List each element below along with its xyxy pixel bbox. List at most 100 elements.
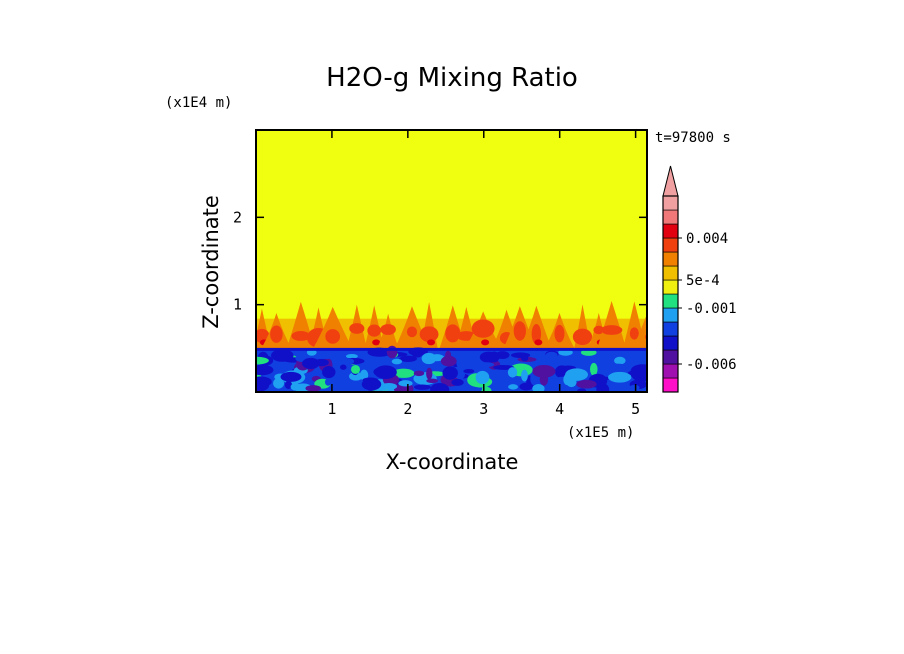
boundary-mark xyxy=(322,366,336,379)
colorbar-swatch xyxy=(662,237,679,253)
plume-hot-core xyxy=(372,339,381,346)
boundary-layer xyxy=(256,345,647,392)
plume-core xyxy=(256,328,270,343)
boundary-mark xyxy=(399,355,418,362)
x-tick-label: 1 xyxy=(327,400,336,418)
boundary-mark xyxy=(430,383,450,392)
plume-mark xyxy=(313,306,353,349)
plume-core xyxy=(572,328,593,345)
plume-core xyxy=(291,331,311,341)
boundary-mark xyxy=(607,363,628,372)
boundary-mark xyxy=(629,384,640,391)
boundary-mark xyxy=(412,352,423,358)
boundary-mark xyxy=(280,371,302,382)
plot-frame xyxy=(255,129,648,393)
boundary-mark xyxy=(630,364,647,378)
boundary-mark xyxy=(345,354,358,359)
colorbar-frame xyxy=(662,195,679,393)
boundary-mark xyxy=(442,366,458,380)
boundary-mark xyxy=(480,386,492,392)
boundary-mark xyxy=(270,349,294,362)
boundary-mark xyxy=(426,367,433,380)
boundary-mark xyxy=(284,380,293,390)
colorbar-label: 0.004 xyxy=(686,231,728,247)
colorbar-label: -0.006 xyxy=(686,357,737,373)
plume-core xyxy=(445,324,461,343)
boundary-mark xyxy=(451,378,464,386)
y-tick-label: 1 xyxy=(233,296,242,314)
plume-hot-core xyxy=(648,339,656,345)
x-axis: 1 2 3 4 5 xyxy=(327,130,640,418)
colorbar-label: 5e-4 xyxy=(686,273,720,289)
boundary-mark xyxy=(374,365,397,380)
boundary-mark xyxy=(380,382,398,390)
x-tick-label: 3 xyxy=(479,400,488,418)
plume-core xyxy=(471,319,495,338)
plume-core xyxy=(531,323,542,344)
time-label: t=97800 s xyxy=(655,130,731,146)
plume-core xyxy=(513,321,526,341)
boundary-mark xyxy=(391,358,403,365)
x-axis-label: X-coordinate xyxy=(386,450,519,474)
boundary-mark xyxy=(532,364,556,378)
boundary-mark xyxy=(350,364,361,374)
boundary-mark xyxy=(510,352,531,359)
boundary-mark xyxy=(493,364,515,370)
plume-core xyxy=(270,325,283,343)
boundary-mark xyxy=(339,364,347,370)
colorbar-swatch xyxy=(662,377,679,393)
colorbar-swatch xyxy=(662,279,679,295)
boundary-mark xyxy=(478,362,495,368)
colorbar-swatch xyxy=(662,223,679,239)
colorbar-swatch xyxy=(662,265,679,281)
y-scale-label: (x1E4 m) xyxy=(165,95,232,111)
boundary-mark xyxy=(614,356,626,365)
colorbar-label: -0.001 xyxy=(686,301,737,317)
boundary-mark xyxy=(392,368,415,378)
plume-core xyxy=(380,324,396,335)
colorbar-swatch xyxy=(662,251,679,267)
boundary-mark xyxy=(508,384,519,390)
colorbar-swatch xyxy=(662,321,679,337)
boundary-mark xyxy=(413,370,425,377)
boundary-mark xyxy=(273,377,285,389)
x-scale-label: (x1E5 m) xyxy=(567,425,634,441)
boundary-mark xyxy=(339,377,355,385)
plume-hot-core xyxy=(534,339,543,346)
boundary-mark xyxy=(341,358,355,365)
boundary-mark xyxy=(565,368,588,381)
colorbar-swatch xyxy=(662,349,679,365)
plume-core xyxy=(554,324,565,343)
plume-hot-core xyxy=(427,339,436,346)
x-tick-label: 4 xyxy=(555,400,564,418)
boundary-mark xyxy=(256,376,272,387)
plume-core xyxy=(629,327,639,340)
boundary-mark xyxy=(413,384,431,390)
boundary-mark xyxy=(521,369,528,382)
plume-core xyxy=(419,326,439,343)
colorbar-swatch xyxy=(662,335,679,351)
colorbar-swatch xyxy=(662,293,679,309)
boundary-mark xyxy=(440,355,457,367)
boundary-mark xyxy=(488,351,500,363)
boundary-mark xyxy=(532,383,545,392)
boundary-mark xyxy=(590,362,598,376)
colorbar: 0.004 5e-4 -0.001 -0.006 xyxy=(662,165,737,393)
boundary-mark xyxy=(545,351,558,359)
boundary-mark xyxy=(302,357,320,369)
plume-core xyxy=(349,323,365,334)
x-tick-label: 2 xyxy=(403,400,412,418)
boundary-mark xyxy=(475,370,490,385)
colorbar-swatch xyxy=(662,307,679,323)
heatmap-field xyxy=(256,130,656,392)
colorbar-extend-arrow xyxy=(662,165,679,197)
plume-hot-core xyxy=(481,339,490,346)
chart-title: H2O-g Mixing Ratio xyxy=(326,63,578,93)
plume-core xyxy=(406,326,418,338)
colorbar-swatch xyxy=(662,209,679,225)
boundary-mark xyxy=(324,378,332,386)
boundary-mark xyxy=(576,379,597,389)
x-tick-label: 5 xyxy=(631,400,640,418)
plume-core xyxy=(367,324,381,337)
